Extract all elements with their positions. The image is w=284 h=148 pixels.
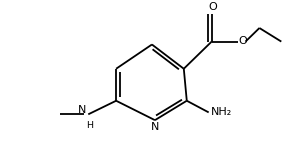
Text: O: O — [208, 3, 217, 12]
Text: H: H — [86, 121, 93, 130]
Text: O: O — [239, 36, 247, 46]
Text: NH₂: NH₂ — [211, 107, 232, 117]
Text: N: N — [151, 122, 159, 132]
Text: N: N — [78, 106, 86, 115]
